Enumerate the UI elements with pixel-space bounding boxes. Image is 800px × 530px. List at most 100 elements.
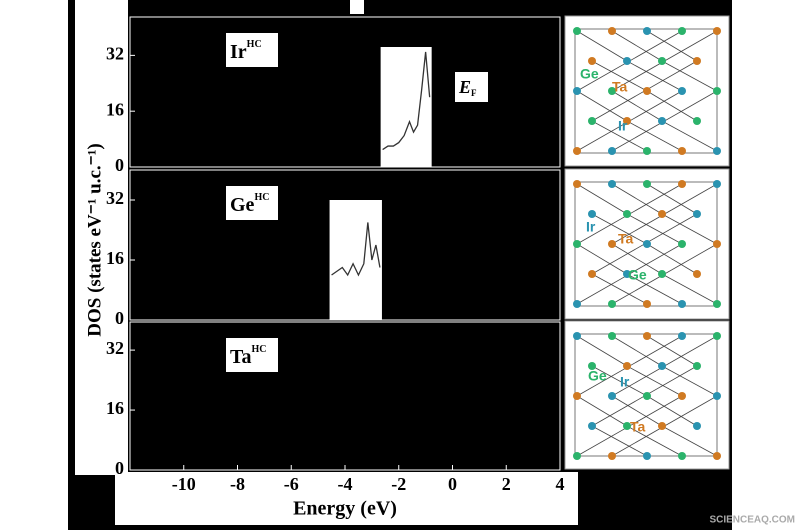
atom (643, 332, 651, 340)
y-tick-label: 16 (106, 398, 124, 418)
x-label-area (115, 472, 578, 525)
atom (608, 452, 616, 460)
atom (643, 27, 651, 35)
atom (678, 240, 686, 248)
atom (693, 362, 701, 370)
bond (661, 120, 718, 152)
atom (693, 210, 701, 218)
atom (608, 300, 616, 308)
y-tick-label: 32 (106, 338, 124, 358)
atom (713, 147, 721, 155)
dos-curve (382, 51, 431, 151)
atom (678, 180, 686, 188)
atom (643, 87, 651, 95)
atom (608, 147, 616, 155)
bond (611, 335, 663, 367)
atom (713, 180, 721, 188)
atom (573, 300, 581, 308)
panel-label: IrHC (230, 39, 262, 62)
x-tick-label: 2 (502, 474, 511, 494)
bond (626, 425, 683, 457)
y-tick-label: 32 (106, 188, 124, 208)
plot-area (129, 321, 561, 471)
bond (626, 365, 683, 397)
atom (678, 332, 686, 340)
bond (661, 60, 718, 92)
y-label-area (75, 0, 128, 475)
atom (643, 392, 651, 400)
atom-label: Ta (618, 231, 634, 247)
atom (608, 332, 616, 340)
atom-label: Ir (620, 374, 630, 390)
atom (713, 392, 721, 400)
bond (646, 395, 698, 427)
atom (623, 422, 631, 430)
atom (658, 210, 666, 218)
atom (608, 27, 616, 35)
x-tick-label: -6 (284, 474, 299, 494)
atom (573, 452, 581, 460)
bond (626, 273, 683, 305)
watermark: SCIENCEAQ.COM (709, 515, 795, 526)
panel-label: TaHC (230, 344, 267, 367)
atom (658, 422, 666, 430)
bond (576, 183, 628, 215)
bond (576, 395, 628, 427)
atom (693, 270, 701, 278)
y-tick-label: 16 (106, 99, 124, 119)
atom (678, 392, 686, 400)
bond (591, 120, 648, 152)
y-tick-label: 16 (106, 248, 124, 268)
bond (646, 335, 698, 367)
atom (678, 300, 686, 308)
panel-label-sup: HC (254, 192, 269, 203)
atom (658, 362, 666, 370)
label-box (226, 33, 278, 67)
bond (591, 213, 648, 245)
fermi-sub: F (471, 88, 477, 98)
panel-label-main: Ir (230, 41, 247, 63)
atom (658, 270, 666, 278)
atom (643, 452, 651, 460)
y-tick-label: 0 (115, 308, 124, 328)
bond (661, 273, 718, 305)
atom (608, 240, 616, 248)
curve-window (380, 47, 432, 167)
atom (678, 452, 686, 460)
atom (623, 117, 631, 125)
atom (573, 87, 581, 95)
curve-window (329, 200, 382, 320)
bond (576, 30, 628, 62)
atom-label: Ge (588, 368, 607, 384)
artifact (350, 0, 364, 14)
bond (576, 90, 628, 122)
x-tick-label: -10 (172, 474, 196, 494)
atom-label: Ta (612, 79, 628, 95)
atom (608, 87, 616, 95)
plot-area (129, 16, 561, 168)
atom (713, 332, 721, 340)
atom (713, 27, 721, 35)
atom-label: Ir (586, 219, 596, 235)
y-tick-label: 32 (106, 43, 124, 63)
atom (573, 180, 581, 188)
bond (646, 183, 698, 215)
panel-label-sup: HC (252, 344, 267, 355)
atom (588, 362, 596, 370)
x-tick-label: -2 (391, 474, 406, 494)
atom (678, 87, 686, 95)
fermi-label: EF (458, 77, 477, 98)
atom (658, 57, 666, 65)
bond (611, 395, 663, 427)
atom (713, 452, 721, 460)
fermi-main: E (458, 77, 471, 97)
bond (646, 30, 698, 62)
bond (576, 243, 628, 275)
bond (646, 243, 698, 275)
atom-label: Ge (628, 267, 647, 283)
atom (713, 87, 721, 95)
bond (661, 213, 718, 245)
atom (623, 270, 631, 278)
label-box (226, 186, 278, 220)
